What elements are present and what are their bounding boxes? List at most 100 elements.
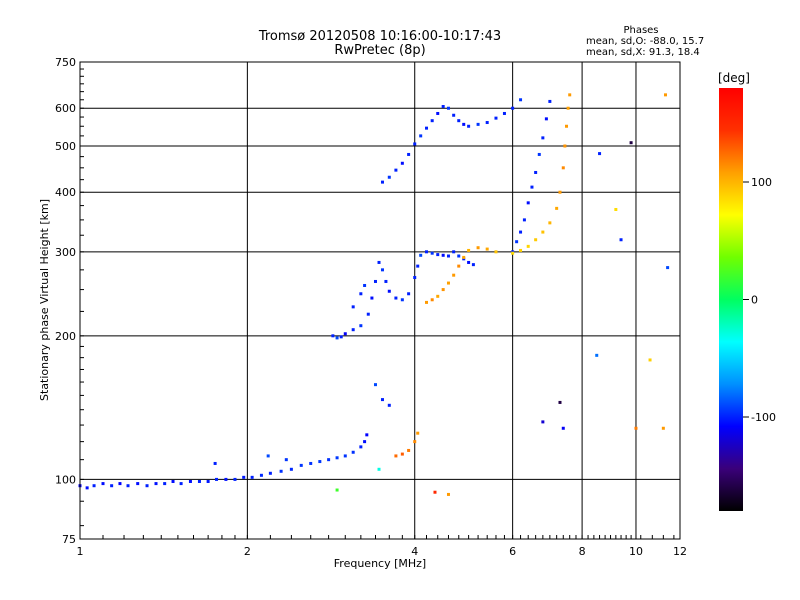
data-point xyxy=(206,479,210,483)
data-point xyxy=(548,99,552,103)
data-point xyxy=(400,298,404,302)
chart-title: Tromsø 20120508 10:16:00-10:17:43 xyxy=(258,29,501,44)
data-point xyxy=(299,463,303,467)
data-point xyxy=(433,490,437,494)
data-point xyxy=(485,121,489,125)
data-point xyxy=(351,450,355,454)
data-point xyxy=(519,230,523,234)
x-axis-label: Frequency [MHz] xyxy=(334,557,426,570)
data-point xyxy=(446,492,450,496)
data-point xyxy=(452,273,456,277)
data-point xyxy=(413,276,417,280)
data-point xyxy=(377,260,381,264)
y-tick-label: 75 xyxy=(62,533,76,546)
data-point xyxy=(663,93,667,97)
data-point xyxy=(351,305,355,309)
data-point xyxy=(335,456,339,460)
data-point xyxy=(629,141,633,145)
data-point xyxy=(289,467,293,471)
data-point xyxy=(407,292,411,296)
data-point xyxy=(233,477,237,481)
data-point xyxy=(563,144,567,148)
data-point xyxy=(394,454,398,458)
data-point xyxy=(436,294,440,298)
data-point xyxy=(425,250,429,254)
data-point xyxy=(614,207,618,211)
data-point xyxy=(171,479,175,483)
x-tick-label: 8 xyxy=(579,545,586,558)
chart-subtitle: RwPretec (8p) xyxy=(334,43,425,58)
data-point xyxy=(373,279,377,283)
plot-frame xyxy=(79,61,681,540)
data-point xyxy=(555,206,559,210)
colorbar xyxy=(719,88,743,511)
data-point xyxy=(118,482,122,486)
x-tick-label: 2 xyxy=(244,545,251,558)
data-point xyxy=(476,122,480,126)
data-point xyxy=(462,255,466,259)
data-point xyxy=(309,461,313,465)
data-point xyxy=(284,458,288,462)
data-point xyxy=(467,260,471,264)
y-axis-ticks: 75 100 200 300 400 500 600 750 xyxy=(55,56,84,546)
y-tick-label: 100 xyxy=(55,473,76,486)
data-point xyxy=(419,253,423,257)
y-tick-label: 750 xyxy=(55,56,76,69)
data-point xyxy=(530,185,534,189)
data-point xyxy=(436,253,440,257)
data-point xyxy=(413,440,417,444)
data-point xyxy=(163,482,167,486)
data-point xyxy=(457,119,461,123)
phases-o-stats: mean, sd,O: -88.0, 15.7 xyxy=(586,36,704,47)
data-point xyxy=(515,240,519,244)
data-point xyxy=(377,467,381,471)
data-point xyxy=(544,117,548,121)
data-point xyxy=(425,300,429,304)
data-point xyxy=(394,296,398,300)
data-point xyxy=(541,136,545,140)
data-point xyxy=(666,266,670,270)
data-point xyxy=(394,168,398,172)
data-point xyxy=(558,190,562,194)
data-point xyxy=(436,111,440,115)
data-point xyxy=(318,460,322,464)
data-point xyxy=(85,486,89,490)
data-point xyxy=(359,445,363,449)
data-point xyxy=(471,263,475,267)
data-point xyxy=(335,488,339,492)
data-point xyxy=(359,324,363,328)
data-point xyxy=(548,221,552,225)
data-point xyxy=(619,238,623,242)
data-point xyxy=(101,482,105,486)
data-point xyxy=(565,124,569,128)
data-point xyxy=(595,353,599,357)
data-points xyxy=(78,93,670,496)
y-tick-label: 600 xyxy=(55,102,76,115)
data-point xyxy=(457,264,461,268)
data-point xyxy=(266,454,270,458)
data-point xyxy=(457,254,461,258)
data-point xyxy=(416,264,420,268)
data-point xyxy=(380,268,384,272)
data-point xyxy=(476,246,480,250)
data-point xyxy=(384,279,388,283)
data-point xyxy=(327,458,331,462)
data-point xyxy=(446,106,450,110)
data-point xyxy=(331,334,335,338)
data-point xyxy=(419,134,423,138)
data-point xyxy=(136,482,140,486)
data-point xyxy=(541,230,545,234)
data-point xyxy=(387,403,391,407)
colorbar-tick-label: -100 xyxy=(751,411,776,424)
data-point xyxy=(519,98,523,102)
x-axis-ticks: 1 2 4 6 8 10 12 xyxy=(77,535,687,558)
x-tick-label: 6 xyxy=(509,545,516,558)
data-point xyxy=(526,244,530,248)
data-point xyxy=(425,126,429,130)
data-point xyxy=(224,477,228,481)
x-tick-label: 4 xyxy=(411,545,418,558)
data-point xyxy=(441,288,445,292)
data-point xyxy=(407,152,411,156)
data-point xyxy=(259,473,263,477)
data-point xyxy=(339,335,343,339)
